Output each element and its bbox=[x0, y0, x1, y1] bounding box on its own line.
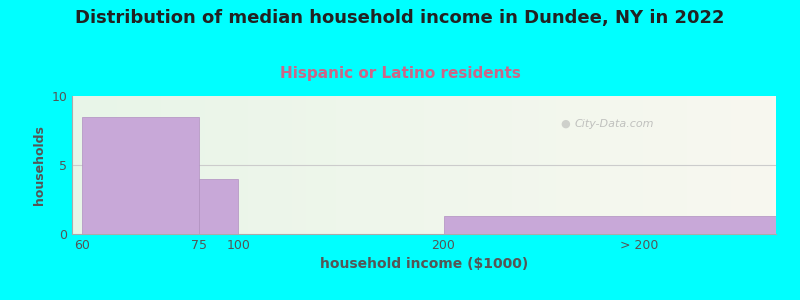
Bar bbox=[443, 216, 776, 234]
Text: City-Data.com: City-Data.com bbox=[574, 118, 654, 129]
X-axis label: household income ($1000): household income ($1000) bbox=[320, 257, 528, 272]
Bar bbox=[199, 179, 238, 234]
Text: ●: ● bbox=[560, 118, 570, 129]
Y-axis label: households: households bbox=[33, 125, 46, 205]
Text: Distribution of median household income in Dundee, NY in 2022: Distribution of median household income … bbox=[75, 9, 725, 27]
Text: Hispanic or Latino residents: Hispanic or Latino residents bbox=[279, 66, 521, 81]
Bar bbox=[82, 117, 199, 234]
